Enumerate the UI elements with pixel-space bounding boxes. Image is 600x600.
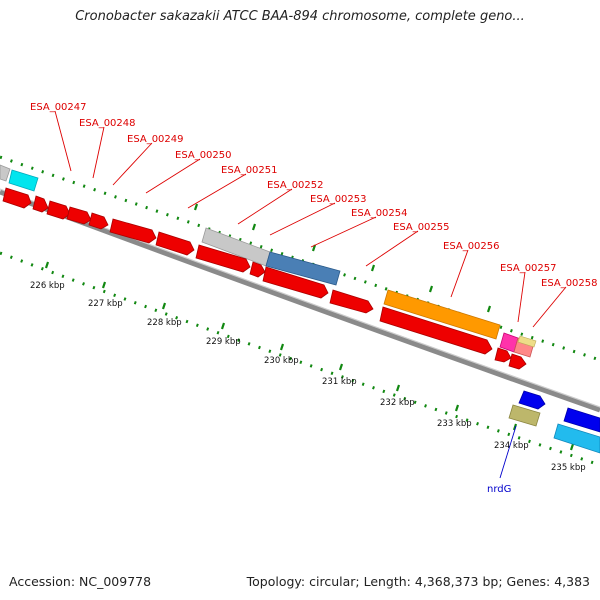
gene-label: ESA_00250	[175, 150, 232, 161]
kbp-labels: 226 kbp 227 kbp 228 kbp 229 kbp 230 kbp …	[30, 281, 586, 473]
gene-feature-grey-left	[0, 164, 11, 182]
gene-label: ESA_00256	[443, 241, 500, 252]
cds-arrow	[262, 266, 329, 299]
gene-labels: ESA_00247 ESA_00248 ESA_00249 ESA_00250 …	[30, 102, 598, 495]
gene-feature-cyan	[8, 169, 39, 192]
cds-arrow	[88, 212, 109, 230]
kbp-label: 228 kbp	[147, 318, 182, 328]
kbp-label: 235 kbp	[551, 463, 586, 473]
gene-label: ESA_00249	[127, 134, 184, 145]
cds-arrow	[195, 244, 251, 273]
kbp-label: 230 kbp	[264, 356, 299, 366]
gene-label: ESA_00253	[310, 194, 367, 205]
gene-label: ESA_00252	[267, 180, 324, 191]
gene-label: ESA_00257	[500, 263, 557, 274]
accession-text: Accession: NC_009778	[9, 574, 152, 589]
cds-arrow	[508, 353, 527, 370]
gene-label: ESA_00247	[30, 102, 87, 113]
cds-arrow	[66, 206, 92, 225]
callout-lines	[54, 110, 567, 328]
cds-arrow	[109, 218, 157, 244]
gene-feature-steelblue-253	[265, 251, 341, 286]
gene-label: ESA_00255	[393, 222, 450, 233]
gene-label: ESA_00248	[79, 118, 136, 129]
outer-major-ticks	[193, 203, 492, 313]
topology-text: Topology: circular; Length: 4,368,373 bp…	[246, 574, 590, 589]
kbp-label: 229 kbp	[206, 337, 241, 347]
map-title: Cronobacter sakazakii ATCC BAA-894 chrom…	[75, 9, 525, 24]
kbp-label: 232 kbp	[380, 398, 415, 408]
gene-label: ESA_00254	[351, 208, 408, 219]
gene-feature-khaki-258	[517, 335, 537, 348]
cds-arrow	[249, 261, 266, 278]
kbp-label: 234 kbp	[494, 441, 529, 451]
cds-arrow-blue	[518, 390, 546, 410]
kbp-label: 233 kbp	[437, 419, 472, 429]
nrdG-callout-line	[499, 425, 517, 479]
gene-feature-lightblue	[553, 423, 600, 454]
cds-arrow	[379, 306, 493, 355]
gene-label: ESA_00258	[541, 278, 598, 289]
major-ticks	[44, 261, 575, 451]
cds-arrow	[32, 195, 49, 213]
gene-label: ESA_00251	[221, 165, 278, 176]
forward-genes-upper	[0, 164, 537, 358]
cds-arrow	[329, 289, 374, 314]
gene-feature-orange-256	[383, 289, 501, 340]
gene-label-nrdG: nrdG	[487, 484, 511, 495]
cds-arrow	[155, 231, 195, 256]
red-cds-arrows	[2, 187, 527, 370]
kbp-label: 227 kbp	[88, 299, 123, 309]
cds-arrow	[494, 347, 512, 363]
cds-arrow	[2, 187, 32, 209]
kbp-label: 231 kbp	[322, 377, 357, 387]
cds-arrow	[46, 200, 71, 220]
cds-arrow-blue-2	[563, 407, 600, 433]
gene-feature-khaki-nrdG	[508, 404, 541, 427]
reverse-genes	[508, 390, 600, 454]
kbp-label: 226 kbp	[30, 281, 65, 291]
